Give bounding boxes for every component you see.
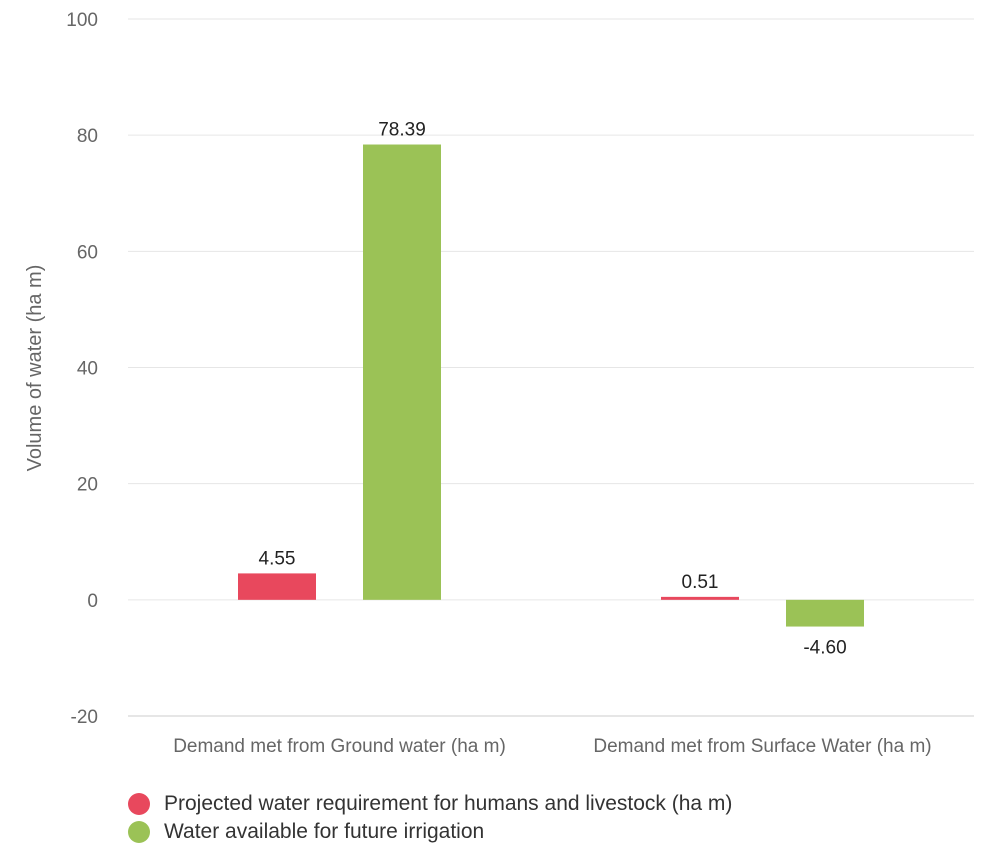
y-tick-label: 0 <box>87 591 98 612</box>
bar[interactable] <box>661 596 739 600</box>
y-tick-label: 40 <box>77 359 98 380</box>
bars <box>238 144 864 627</box>
legend: Projected water requirement for humans a… <box>128 790 732 846</box>
x-category-label: Demand met from Surface Water (ha m) <box>593 736 931 757</box>
y-tick-label: 100 <box>66 10 98 31</box>
y-tick-label: 20 <box>77 475 98 496</box>
y-axis-ticks: -20 0 20 40 60 80 100 <box>66 10 98 728</box>
data-label: 0.51 <box>682 572 719 593</box>
legend-marker-green <box>128 821 150 843</box>
bar[interactable] <box>363 144 441 600</box>
x-category-label: Demand met from Ground water (ha m) <box>173 736 506 757</box>
y-tick-label: 80 <box>77 126 98 147</box>
legend-marker-red <box>128 793 150 815</box>
data-label: 4.55 <box>259 548 296 569</box>
y-axis-label: Volume of water (ha m) <box>24 265 46 472</box>
data-labels: 4.55 78.39 0.51 -4.60 <box>259 120 847 659</box>
legend-item-humans-livestock[interactable]: Projected water requirement for humans a… <box>128 790 732 818</box>
legend-label: Projected water requirement for humans a… <box>164 792 733 815</box>
legend-item-future-irrigation[interactable]: Water available for future irrigation <box>128 818 732 846</box>
y-tick-label: 60 <box>77 242 98 263</box>
data-label: -4.60 <box>803 638 846 659</box>
data-label: 78.39 <box>378 120 426 141</box>
y-tick-label: -20 <box>71 707 98 728</box>
bar[interactable] <box>786 599 864 627</box>
x-axis-categories: Demand met from Ground water (ha m) Deman… <box>173 736 931 757</box>
bar[interactable] <box>238 573 316 600</box>
legend-label: Water available for future irrigation <box>164 820 485 843</box>
